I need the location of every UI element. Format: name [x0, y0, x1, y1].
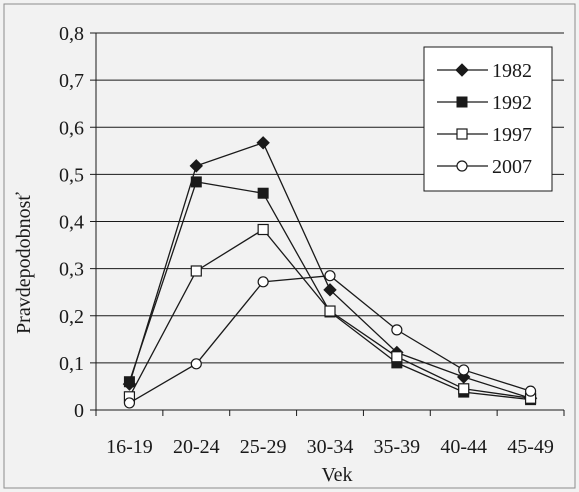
x-tick-label: 20-24	[173, 436, 220, 458]
series-group	[122, 136, 538, 409]
series-2007	[123, 270, 537, 409]
legend-entry: 1997	[437, 124, 532, 146]
data-point-open-circle	[123, 397, 136, 409]
y-tick-label: 0,5	[59, 164, 84, 186]
y-tick-label: 0,4	[59, 212, 84, 234]
data-point-open-square	[257, 223, 269, 236]
x-tick-label: 30-34	[307, 436, 354, 458]
y-tick-label: 0,1	[59, 353, 84, 375]
data-point-square	[456, 96, 468, 108]
data-point-square	[123, 376, 135, 388]
legend-label: 1982	[492, 60, 532, 82]
data-point-open-square	[324, 305, 336, 317]
y-tick-label: 0	[74, 400, 84, 422]
x-tick-labels: 16-19 20-24 25-29 30-34 35-39 40-44 45-49	[106, 436, 554, 458]
legend-entry: 1982	[437, 60, 532, 82]
x-tick-label: 35-39	[374, 436, 421, 458]
data-point-open-square	[190, 265, 202, 277]
y-tick-label: 0,8	[59, 23, 84, 45]
data-point-open-circle	[257, 276, 269, 288]
axes	[90, 32, 565, 416]
data-point-square	[257, 187, 269, 199]
data-point-open-circle	[190, 358, 202, 370]
y-tick-label: 0,3	[59, 259, 84, 281]
data-point-diamond	[455, 63, 469, 77]
data-point-open-square	[391, 351, 403, 363]
y-tick-label: 0,7	[59, 70, 84, 92]
data-point-diamond	[256, 136, 270, 150]
x-tick-label: 25-29	[240, 436, 287, 458]
data-point-diamond	[323, 283, 337, 297]
x-tick-label: 45-49	[507, 436, 554, 458]
data-point-open-circle	[458, 364, 470, 376]
data-point-open-circle	[524, 385, 537, 397]
data-point-open-square	[456, 128, 468, 140]
legend-label: 1997	[492, 124, 532, 146]
y-axis-title: Pravdepodobnosť	[13, 192, 35, 334]
legend-entry: 2007	[437, 156, 532, 178]
legend-entry: 1992	[437, 92, 532, 114]
data-point-open-square	[458, 383, 470, 395]
data-point-open-circle	[456, 160, 468, 172]
data-point-diamond	[189, 159, 203, 173]
data-point-open-circle	[391, 324, 403, 336]
x-axis-title: Vek	[321, 464, 352, 486]
y-tick-label: 0,2	[59, 306, 84, 328]
data-point-square	[190, 176, 202, 188]
x-tick-label: 16-19	[106, 436, 153, 458]
y-tick-label: 0,6	[59, 117, 84, 139]
legend-box	[423, 46, 553, 192]
data-point-open-circle	[324, 270, 336, 282]
legend-label: 2007	[492, 156, 532, 178]
legend: 1982 1992 1997 2007	[423, 46, 553, 192]
legend-label: 1992	[492, 92, 532, 114]
x-tick-label: 40-44	[440, 436, 487, 458]
series-1997	[123, 223, 537, 404]
y-tick-labels: 0 0,1 0,2 0,3 0,4 0,5 0,6 0,7 0,8	[59, 23, 84, 422]
